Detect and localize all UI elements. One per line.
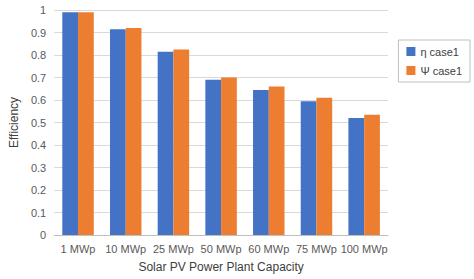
svg-text:Solar PV Power Plant Capacity: Solar PV Power Plant Capacity	[138, 260, 303, 274]
svg-text:Ψ case1: Ψ case1	[420, 65, 462, 77]
svg-text:0.8: 0.8	[31, 49, 46, 61]
svg-text:10 MWp: 10 MWp	[105, 243, 146, 255]
svg-text:η case1: η case1	[420, 46, 459, 58]
svg-text:0.9: 0.9	[31, 27, 46, 39]
svg-text:0: 0	[40, 229, 46, 241]
svg-text:75 MWp: 75 MWp	[296, 243, 337, 255]
svg-text:50 MWp: 50 MWp	[201, 243, 242, 255]
svg-text:0.2: 0.2	[31, 184, 46, 196]
svg-text:0.1: 0.1	[31, 207, 46, 219]
svg-text:25 MWp: 25 MWp	[153, 243, 194, 255]
svg-text:0.7: 0.7	[31, 72, 46, 84]
svg-text:1 MWp: 1 MWp	[61, 243, 96, 255]
svg-text:100 MWp: 100 MWp	[341, 243, 388, 255]
svg-text:0.6: 0.6	[31, 94, 46, 106]
svg-text:Efficiency: Efficiency	[7, 97, 21, 148]
svg-text:1: 1	[40, 4, 46, 16]
svg-text:60 MWp: 60 MWp	[248, 243, 289, 255]
svg-text:0.5: 0.5	[31, 117, 46, 129]
svg-text:0.3: 0.3	[31, 162, 46, 174]
svg-text:0.4: 0.4	[31, 139, 46, 151]
